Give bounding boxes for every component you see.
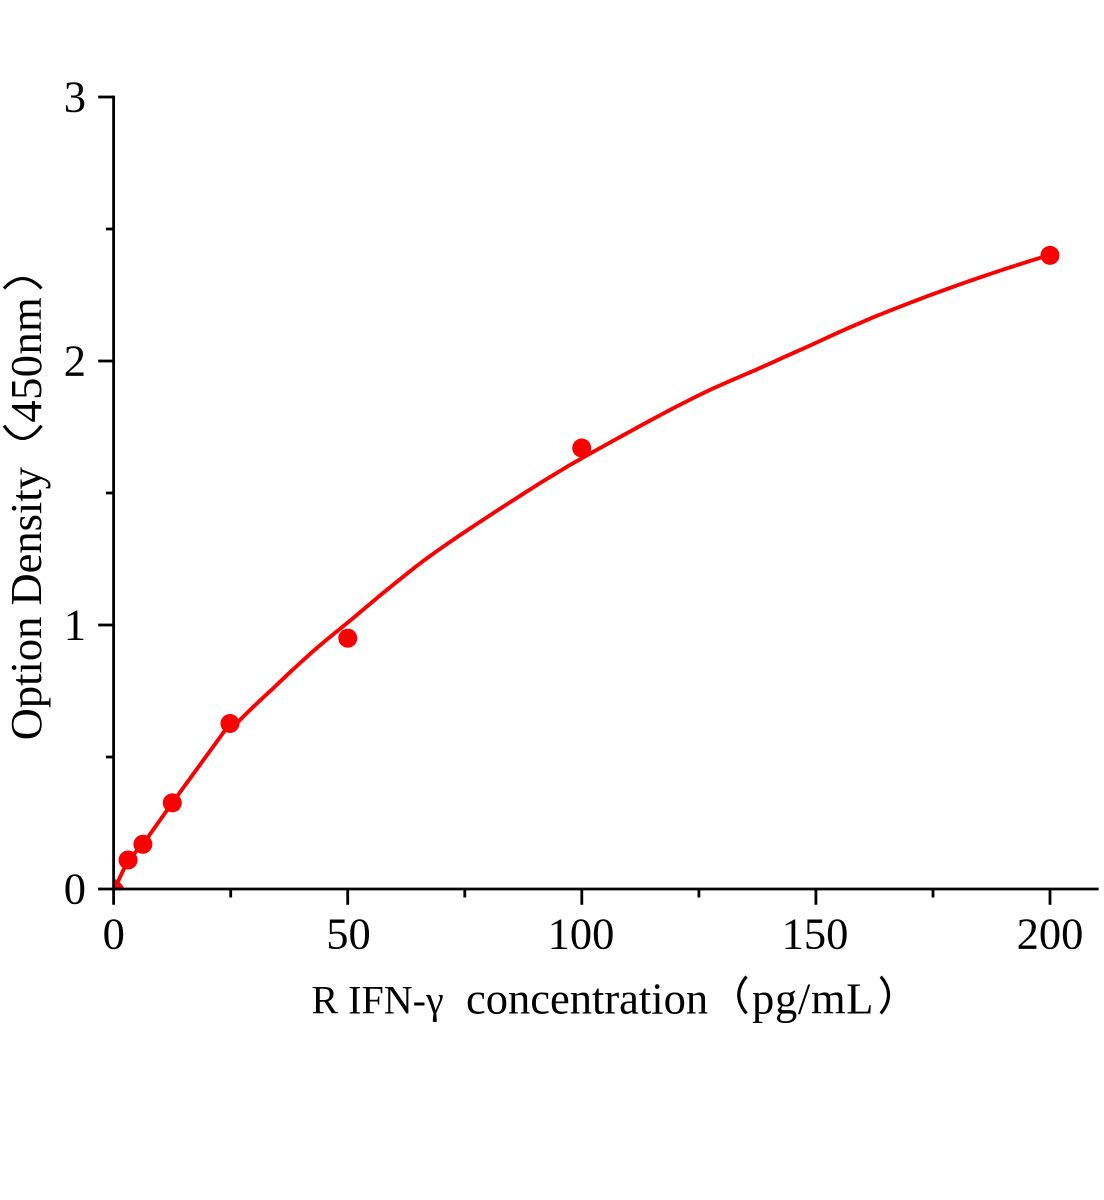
svg-text:pg/mL: pg/mL — [752, 974, 874, 1024]
svg-text:concentration: concentration — [466, 974, 708, 1024]
svg-text:100: 100 — [548, 909, 615, 959]
svg-text:0: 0 — [64, 864, 86, 914]
svg-text:0: 0 — [103, 909, 125, 959]
svg-text:R IFN-γ: R IFN-γ — [312, 978, 444, 1023]
svg-text:200: 200 — [1017, 909, 1084, 959]
svg-text:150: 150 — [782, 909, 849, 959]
svg-text:450nm: 450nm — [1, 297, 51, 423]
svg-text:3: 3 — [64, 72, 86, 122]
svg-text:2: 2 — [64, 336, 86, 386]
svg-text:50: 50 — [326, 909, 371, 959]
svg-text:1: 1 — [64, 600, 86, 650]
svg-text:Option Density: Option Density — [1, 466, 51, 740]
